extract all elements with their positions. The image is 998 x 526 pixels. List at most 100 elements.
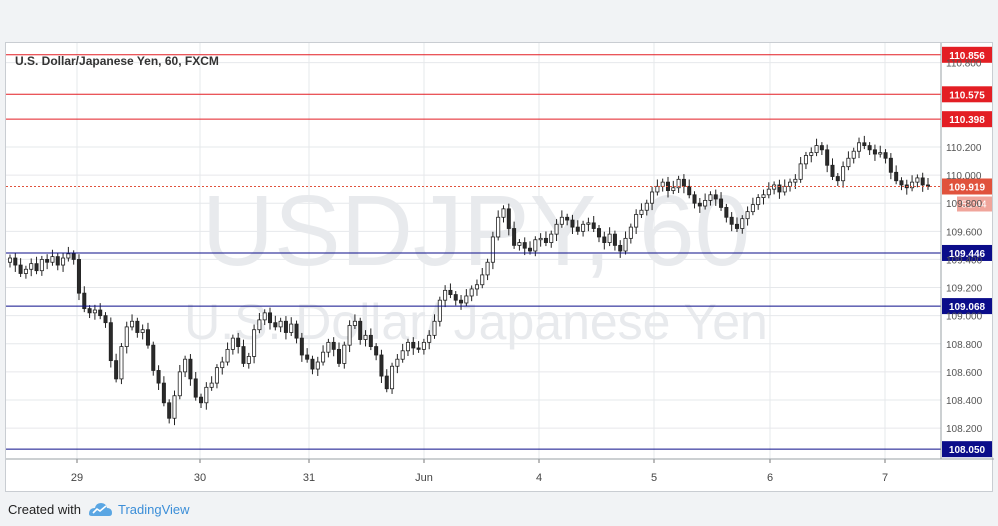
candle-body-down — [719, 198, 724, 208]
resistance-price-badge — [942, 46, 992, 63]
candle — [114, 353, 119, 383]
candle — [352, 314, 357, 329]
candle — [809, 147, 814, 163]
candle — [899, 177, 904, 191]
candle — [575, 220, 580, 235]
candle-body-up — [29, 263, 34, 270]
candle-body-up — [676, 178, 681, 189]
candle-body-down — [528, 247, 533, 252]
candle-body-down — [506, 208, 511, 229]
candle — [161, 376, 166, 407]
candle — [342, 341, 347, 369]
candle-body-up — [246, 356, 251, 364]
candle-body-up — [766, 188, 771, 196]
candle-body-down — [602, 236, 607, 243]
candle-body-down — [692, 194, 697, 204]
candle-body-up — [220, 361, 225, 369]
candle-body-up — [390, 365, 395, 390]
candle-body-down — [45, 259, 50, 263]
candle — [851, 147, 856, 164]
candle — [602, 231, 607, 250]
candle-body-up — [204, 386, 209, 404]
candle-body-down — [894, 171, 899, 182]
candle — [549, 230, 554, 248]
candle-body-up — [650, 191, 655, 204]
current-price-label: 109.919 — [949, 182, 986, 193]
candle-body-down — [358, 320, 363, 340]
candle — [459, 294, 464, 310]
candle-body-up — [352, 320, 357, 326]
candle — [55, 253, 60, 271]
candle — [926, 178, 931, 190]
candle-body-down — [819, 145, 824, 151]
candle-body-down — [294, 323, 299, 339]
candle-body-up — [607, 233, 612, 243]
candle-body-up — [92, 309, 97, 314]
bar-countdown-badge — [957, 196, 992, 212]
candle-body-down — [618, 244, 623, 252]
candle — [257, 312, 262, 334]
bar-countdown-label: 51:44 — [961, 199, 986, 210]
candle-body-up — [644, 202, 649, 211]
candle-body-down — [87, 308, 92, 314]
candle-body-down — [135, 320, 140, 333]
candle — [554, 219, 559, 242]
candle — [655, 179, 660, 196]
candle — [772, 181, 777, 195]
candle — [305, 348, 310, 363]
candle-body-up — [798, 163, 803, 180]
candle — [841, 161, 846, 188]
candle-body-down — [13, 257, 18, 266]
candle-body-down — [591, 222, 596, 229]
candle-body-up — [554, 223, 559, 235]
candle-body-down — [156, 370, 161, 384]
candle-body-down — [331, 341, 336, 350]
candle — [443, 285, 448, 308]
candle — [278, 317, 283, 333]
candle — [130, 314, 135, 331]
candle-body-up — [480, 274, 485, 286]
x-tick-label: 29 — [71, 472, 83, 484]
candle-body-up — [395, 358, 400, 367]
tradingview-brand-link[interactable]: TradingView — [118, 502, 190, 517]
candle-body-up — [262, 312, 267, 321]
support-price-badge — [942, 441, 992, 458]
candle-body-down — [305, 354, 310, 360]
candle — [23, 265, 28, 279]
candle — [358, 317, 363, 345]
candle — [628, 223, 633, 244]
candle-body-up — [50, 256, 55, 263]
tradingview-logo-icon[interactable] — [87, 500, 113, 523]
candle — [872, 144, 877, 161]
y-tick-label: 109.600 — [946, 227, 983, 238]
candle-body-down — [384, 375, 389, 390]
candle-body-up — [581, 223, 586, 232]
candle-body-down — [283, 320, 288, 333]
candle — [485, 258, 490, 281]
candle — [326, 338, 331, 358]
candle-body-up — [421, 341, 426, 350]
chart-title: U.S. Dollar/Japanese Yen, 60, FXCM — [15, 54, 219, 68]
candle-body-up — [278, 320, 283, 328]
candle — [623, 231, 628, 255]
chart-grid — [6, 43, 941, 459]
candle-body-up — [230, 337, 235, 350]
candle — [8, 254, 13, 268]
candle — [321, 345, 326, 366]
candle — [697, 198, 702, 213]
candle — [379, 349, 384, 383]
candle-body-down — [448, 289, 453, 295]
candle-body-up — [8, 257, 13, 263]
candle — [586, 217, 591, 232]
candle-body-up — [490, 236, 495, 263]
candle — [427, 330, 432, 350]
candle-body-up — [639, 209, 644, 215]
candle — [310, 355, 315, 375]
x-tick-label: 30 — [194, 472, 206, 484]
candle — [904, 179, 909, 195]
candle-body-down — [612, 233, 617, 246]
candle-body-up — [878, 152, 883, 155]
candle-body-up — [634, 214, 639, 228]
candle-body-down — [565, 216, 570, 221]
candle — [76, 254, 81, 301]
